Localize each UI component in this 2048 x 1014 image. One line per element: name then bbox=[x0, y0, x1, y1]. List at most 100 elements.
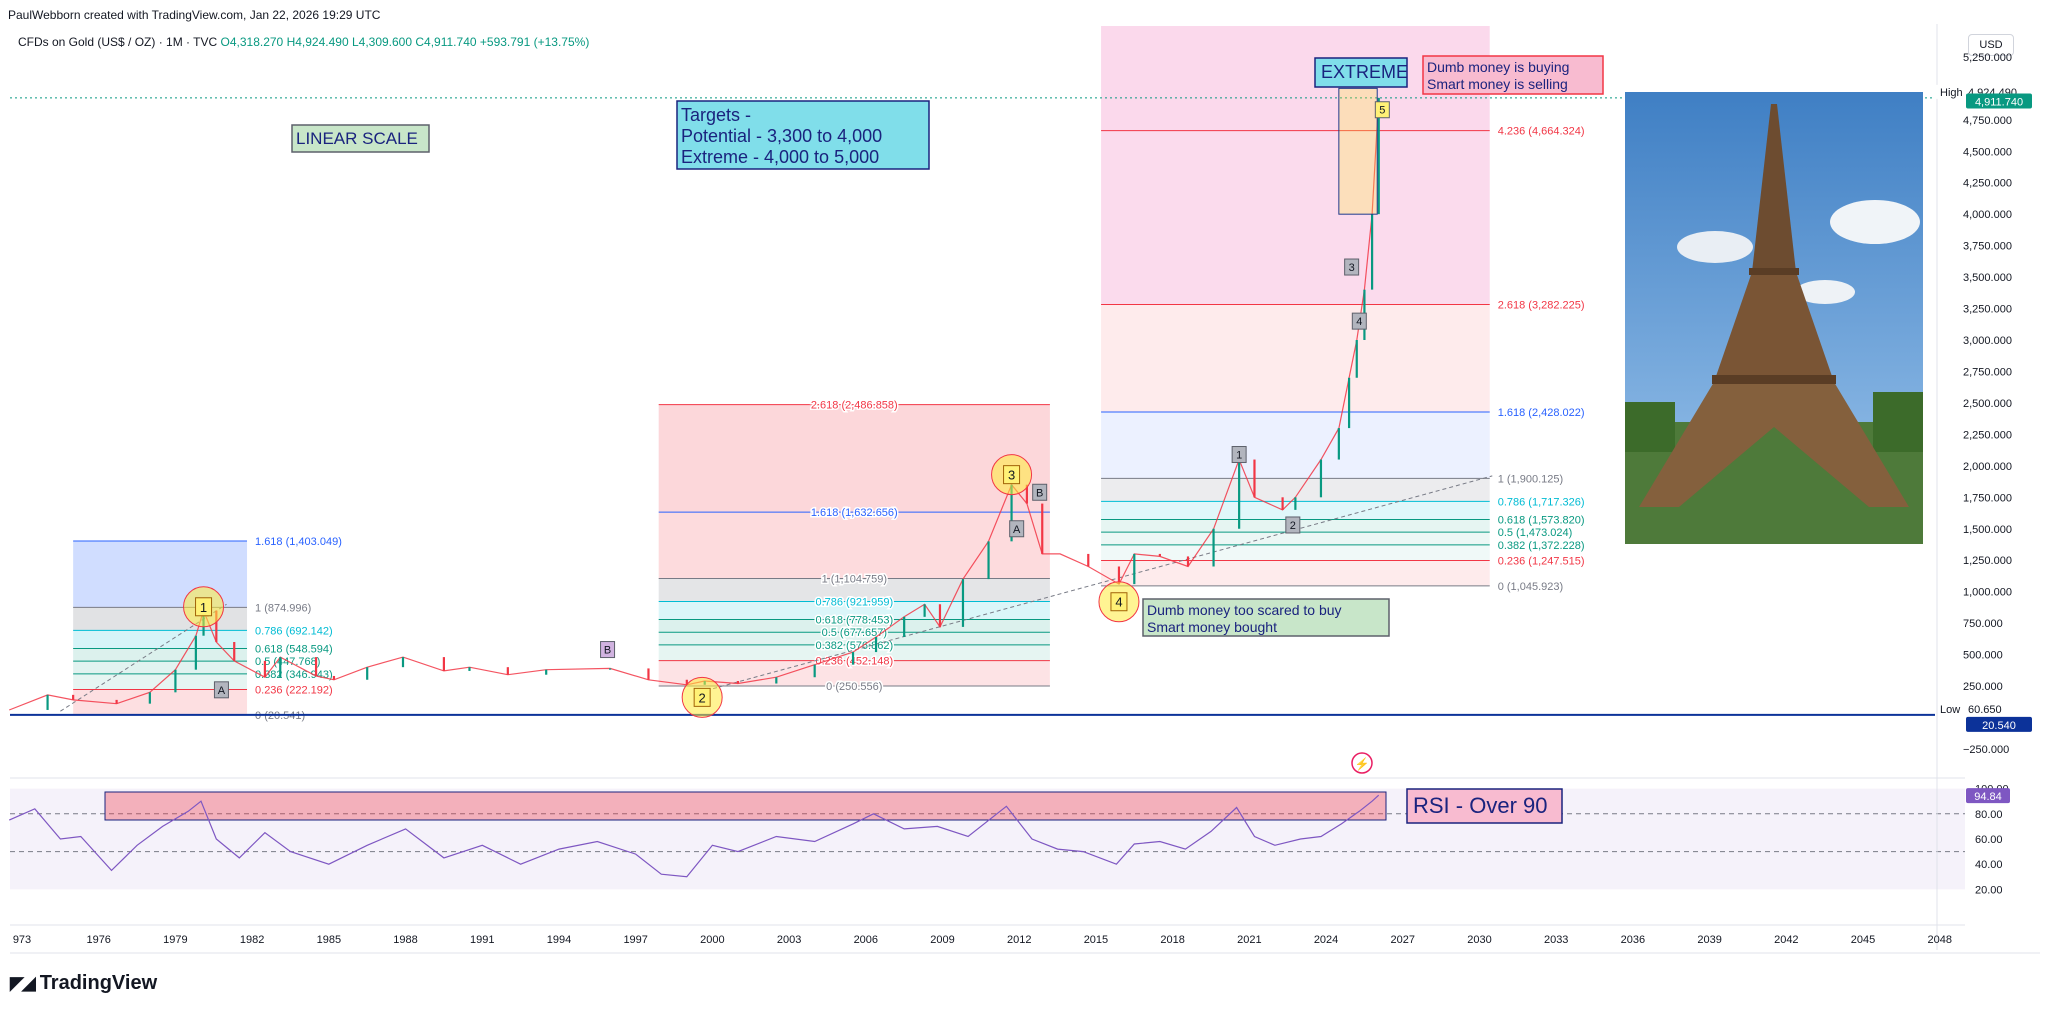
wave-label-2: 2 bbox=[1285, 516, 1301, 534]
photo-tree bbox=[1625, 402, 1675, 452]
wave-label-text: 1 bbox=[1236, 450, 1242, 462]
fib-retracement-2: 2.618 (2,486.858) 1.618 (1,632.656) 1 (1,1… bbox=[658, 398, 1050, 694]
ohlc-low: L4,309.600 bbox=[351, 35, 413, 49]
time-tick-label: 973 bbox=[13, 934, 31, 946]
price-tick-label: 1,250.000 bbox=[1963, 555, 2012, 567]
fib-level-label: 0.236 (222.192) bbox=[255, 685, 333, 697]
tower-base bbox=[1639, 382, 1909, 507]
targets-note-text: Potential - 3,300 to 4,000 bbox=[681, 126, 882, 146]
fib-level-label: 0.382 (1,372.228) bbox=[1498, 540, 1585, 552]
wave-label-text: 3 bbox=[1349, 262, 1355, 274]
symbol-legend: CFDs on Gold (US$ / OZ) · 1M · TVC O4,31… bbox=[18, 35, 589, 49]
fib-level-label: 0 (250.556) bbox=[826, 681, 882, 693]
fib-zone bbox=[1101, 560, 1490, 586]
tower-top bbox=[1752, 104, 1796, 272]
time-tick-label: 2015 bbox=[1084, 934, 1108, 946]
wave-label-text: 3 bbox=[1008, 468, 1015, 483]
wave-label-5: 5 bbox=[1374, 101, 1390, 119]
price-tick-label: 4,250.000 bbox=[1963, 178, 2012, 190]
fib-level-label: 2.618 (2,486.858) bbox=[811, 400, 898, 412]
fib-zone bbox=[73, 673, 248, 690]
wave-box bbox=[1374, 101, 1390, 119]
wave-label-1: 1 bbox=[1231, 446, 1247, 464]
wave-label-2: 2 bbox=[681, 676, 723, 718]
time-tick-label: 1985 bbox=[317, 934, 341, 946]
fib-level-label: 0.5 (447.768) bbox=[255, 656, 320, 668]
price-tick-label: 2,250.000 bbox=[1963, 429, 2012, 441]
fib-zone bbox=[658, 632, 1050, 645]
targets-note-text: Extreme - 4,000 to 5,000 bbox=[681, 147, 879, 167]
symbol-name[interactable]: CFDs on Gold (US$ / OZ) · 1M · TVC bbox=[18, 35, 218, 49]
price-tick-label: 4,500.000 bbox=[1963, 146, 2012, 158]
ohlc-close: C4,911.740 bbox=[415, 35, 477, 49]
extreme-note: EXTREME bbox=[1314, 57, 1408, 88]
wave-label-4: 4 bbox=[1351, 312, 1367, 330]
fib-level-label: 2.618 (3,282.225) bbox=[1498, 299, 1585, 311]
fib-level-label: 1.618 (2,428.022) bbox=[1498, 407, 1585, 419]
wave-label-text: B bbox=[604, 645, 611, 657]
wave-label-3: 3 bbox=[1344, 258, 1360, 276]
fib-zone bbox=[1101, 501, 1490, 520]
rsi-overbought-box bbox=[104, 791, 1387, 821]
time-tick-label: 2048 bbox=[1928, 934, 1952, 946]
fib-zone bbox=[658, 660, 1050, 686]
tradingview-logo-icon: ◤◢ bbox=[10, 973, 36, 993]
time-tick-label: 2042 bbox=[1774, 934, 1798, 946]
wave-box bbox=[1231, 446, 1247, 464]
dumb-scared-note-text: Smart money bought bbox=[1147, 619, 1277, 635]
time-tick-label: 1988 bbox=[393, 934, 417, 946]
fib-level-label: 1.618 (1,632.656) bbox=[811, 507, 898, 519]
fib-level-label: 0.786 (1,717.326) bbox=[1498, 496, 1585, 508]
currency-button[interactable]: USD bbox=[1968, 34, 2014, 56]
ohlc-open: O4,318.270 bbox=[220, 35, 284, 49]
fib-zone bbox=[1101, 130, 1490, 305]
dumb-scared-note-text: Dumb money too scared to buy bbox=[1147, 602, 1342, 618]
chart-credit: PaulWebborn created with TradingView.com… bbox=[8, 8, 381, 22]
price-tick-label: 2,500.000 bbox=[1963, 398, 2012, 410]
fib-level-label: 4.236 (4,664.324) bbox=[1498, 126, 1585, 138]
price-tick-label: 1,000.000 bbox=[1963, 587, 2012, 599]
fib-level-label: 0.618 (1,573.820) bbox=[1498, 514, 1585, 526]
fib-zone bbox=[658, 601, 1050, 620]
wave-label-text: 2 bbox=[1290, 520, 1296, 532]
low-line-tag bbox=[1966, 716, 2032, 732]
last-price-tag bbox=[1966, 93, 2032, 109]
tradingview-logo-text: TradingView bbox=[39, 972, 158, 994]
time-tick-label: 2030 bbox=[1467, 934, 1491, 946]
photo-cloud bbox=[1677, 231, 1753, 263]
wave-label-text: 2 bbox=[699, 690, 706, 705]
fib-zone bbox=[73, 648, 248, 662]
wave-box bbox=[1009, 520, 1025, 538]
low-value: 60.650 bbox=[1968, 704, 2002, 716]
wave-label-4: 4 bbox=[1098, 581, 1140, 623]
rsi-label-note-bg bbox=[1406, 788, 1563, 824]
fib-level-label: 1 (1,104.759) bbox=[822, 573, 887, 585]
fib-level-label: 1.618 (1,403.049) bbox=[255, 536, 342, 548]
linear-scale-note-bg bbox=[291, 124, 430, 153]
wave-box bbox=[1003, 465, 1021, 485]
wave-label-text: 4 bbox=[1115, 595, 1122, 610]
rsi-current-value: 94.84 bbox=[1974, 791, 2002, 803]
rsi-line bbox=[8, 794, 1380, 878]
flash-glyph: ⚡ bbox=[1355, 757, 1370, 771]
photo-cloud bbox=[1795, 280, 1855, 304]
extreme-target-box bbox=[1338, 87, 1378, 215]
ohlc-high: H4,924.490 bbox=[286, 35, 349, 49]
price-tick-label: 3,500.000 bbox=[1963, 272, 2012, 284]
fib-zone bbox=[658, 644, 1050, 661]
wave-label-A: A bbox=[213, 681, 229, 699]
fib-zone bbox=[73, 630, 248, 649]
time-tick-label: 2021 bbox=[1237, 934, 1261, 946]
price-tick-label: 4,750.000 bbox=[1963, 115, 2012, 127]
price-tick-label: −250.000 bbox=[1963, 744, 2009, 756]
time-tick-label: 1982 bbox=[240, 934, 264, 946]
time-tick-label: 2027 bbox=[1391, 934, 1415, 946]
rsi-band bbox=[10, 788, 1965, 890]
time-tick-label: 2000 bbox=[700, 934, 724, 946]
fib-zone bbox=[658, 404, 1050, 513]
wave-box bbox=[1285, 516, 1301, 534]
tradingview-logo[interactable]: ◤◢ TradingView bbox=[10, 972, 157, 995]
wave-box bbox=[1351, 312, 1367, 330]
price-tick-label: 4,000.000 bbox=[1963, 209, 2012, 221]
